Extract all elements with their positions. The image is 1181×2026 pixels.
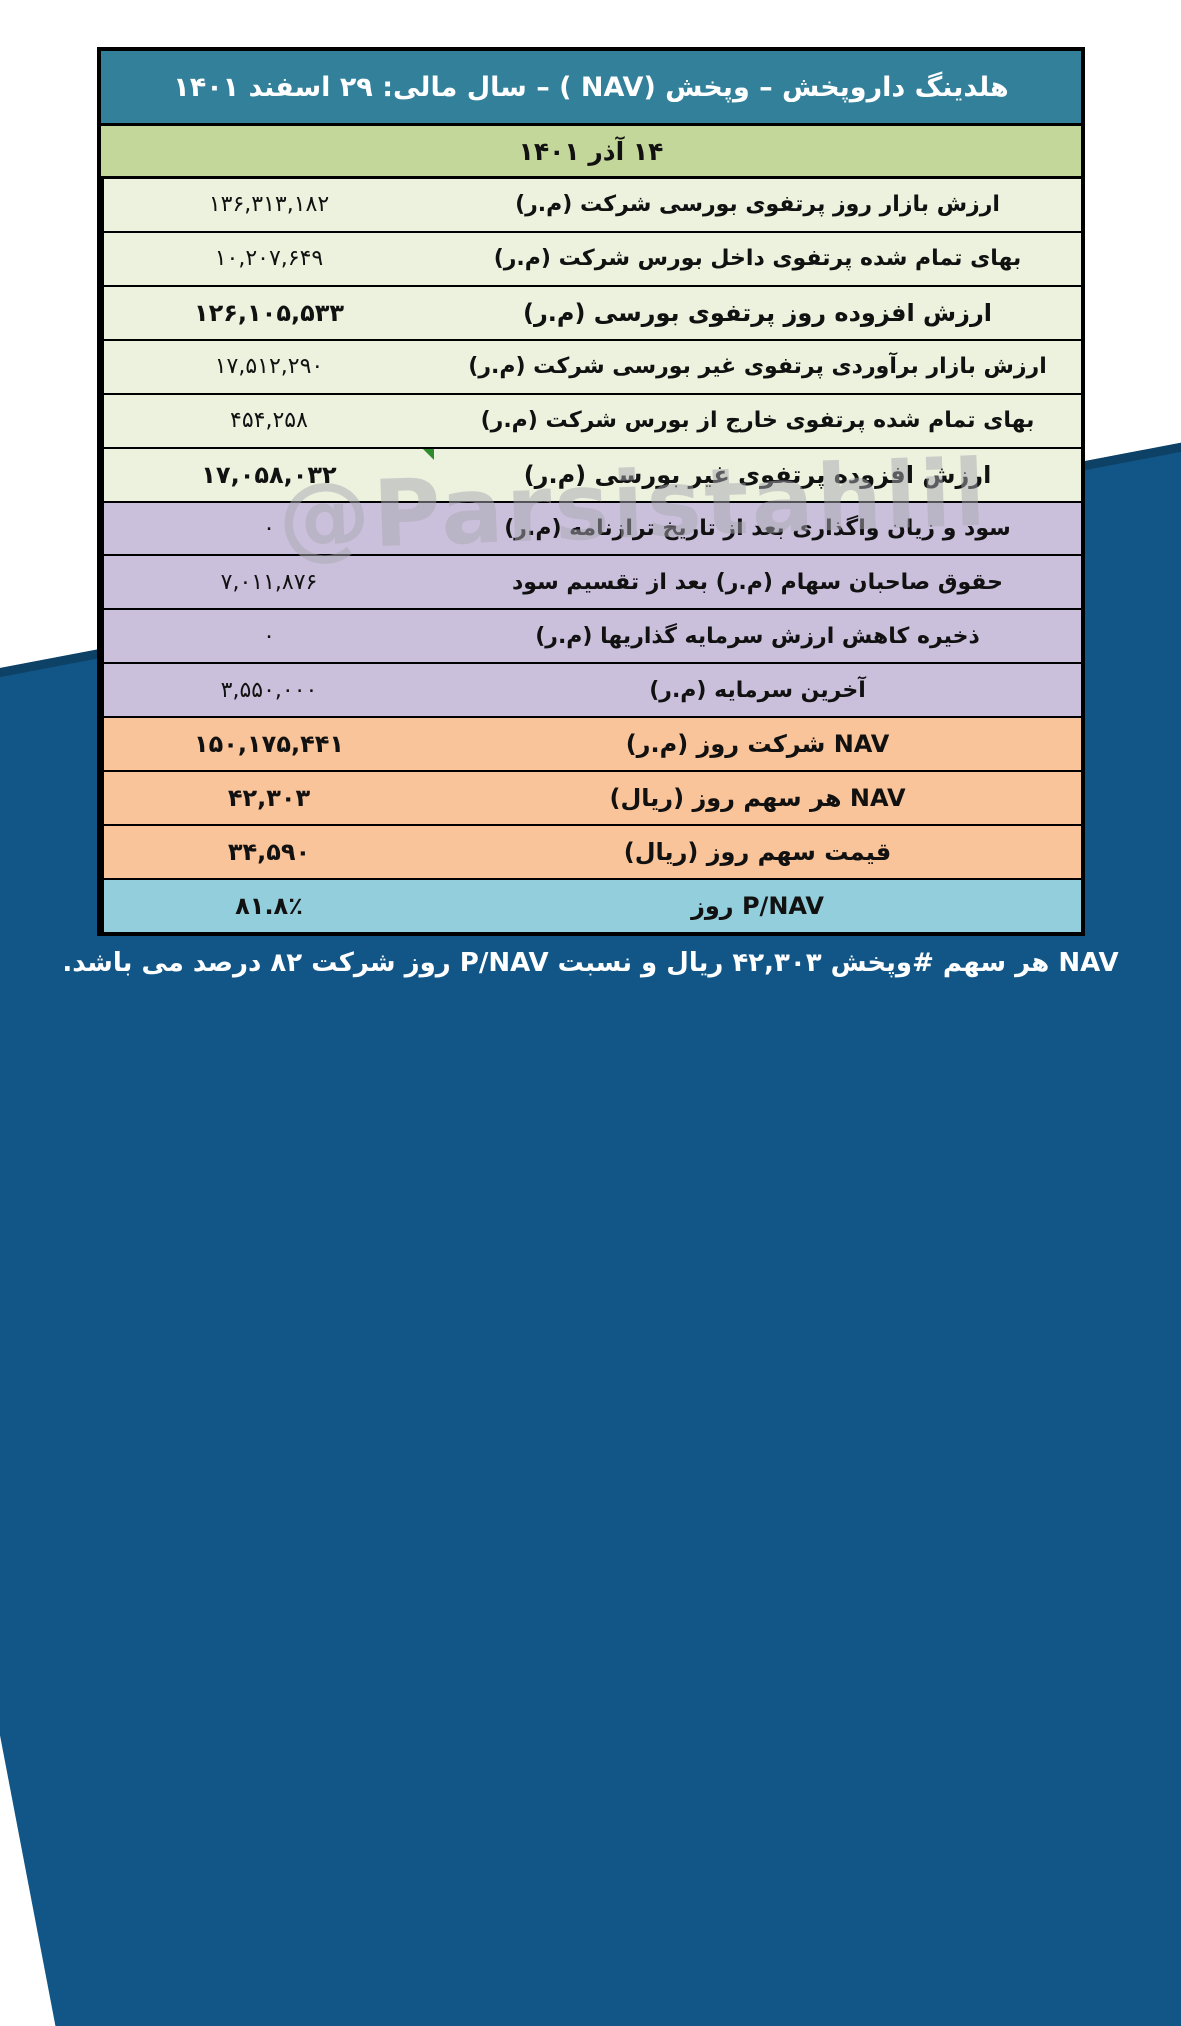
table-row: ارزش افزوده روز پرتفوی بورسی (م.ر) ۱۲۶,۱… (101, 286, 1081, 341)
row-value: ۳,۵۵۰,۰۰۰ (101, 664, 434, 717)
row-value: ۳۴,۵۹۰ (101, 826, 434, 878)
row-value: ۷,۰۱۱,۸۷۶ (101, 556, 434, 609)
row-label: ذخیره کاهش ارزش سرمایه گذاریها (م.ر) (535, 623, 980, 649)
table-row: بهای تمام شده پرتفوی داخل بورس شرکت (م.ر… (101, 232, 1081, 287)
table-title: هلدینگ داروپخش – وپخش (NAV ) – سال مالی:… (101, 51, 1081, 126)
row-label: ارزش افزوده روز پرتفوی بورسی (م.ر) (522, 298, 993, 327)
date-row-text: ۱۴ آذر ۱۴۰۱ (518, 136, 664, 166)
row-label: P/NAV روز (691, 891, 824, 920)
row-value: ۱۷,۵۱۲,۲۹۰ (101, 340, 434, 393)
table-row: قیمت سهم روز (ریال) ۳۴,۵۹۰ (101, 826, 1081, 880)
nav-table: هلدینگ داروپخش – وپخش (NAV ) – سال مالی:… (97, 47, 1085, 936)
table-rows: ارزش بازار روز پرتفوی بورسی شرکت (م.ر) ۱… (101, 179, 1081, 932)
row-value: ۴۲,۳۰۳ (101, 772, 434, 825)
row-label: آخرین سرمایه (م.ر) (649, 677, 866, 703)
row-value: ۸۱.۸٪ (101, 879, 434, 932)
row-value: ۱۰,۲۰۷,۶۴۹ (101, 232, 434, 285)
row-value: ۰ (101, 610, 434, 663)
row-value: ۱۷,۰۵۸,۰۳۲ (101, 448, 434, 501)
footer-note-text: NAV هر سهم #وپخش ۴۲,۳۰۳ ریال و نسبت P/NA… (62, 948, 1119, 978)
footer-note: NAV هر سهم #وپخش ۴۲,۳۰۳ ریال و نسبت P/NA… (0, 948, 1181, 978)
row-label: ارزش افزوده پرتفوی غیر بورسی (م.ر) (523, 460, 992, 489)
row-value: ۱۲۶,۱۰۵,۵۳۳ (101, 286, 434, 339)
table-row: آخرین سرمایه (م.ر) ۳,۵۵۰,۰۰۰ (101, 664, 1081, 719)
date-row: ۱۴ آذر ۱۴۰۱ (101, 126, 1081, 179)
table-row: P/NAV روز ۸۱.۸٪ (101, 879, 1081, 932)
table-row: NAV شرکت روز (م.ر) ۱۵۰,۱۷۵,۴۴۱ (101, 718, 1081, 773)
table-row: NAV هر سهم روز (ریال) ۴۲,۳۰۳ (101, 772, 1081, 827)
row-label: قیمت سهم روز (ریال) (623, 838, 892, 867)
row-label: ارزش بازار روز پرتفوی بورسی شرکت (م.ر) (515, 192, 1000, 218)
row-value: ۱۳۶,۳۱۳,۱۸۲ (101, 179, 434, 231)
table-row: ارزش بازار برآوردی پرتفوی غیر بورسی شرکت… (101, 340, 1081, 395)
row-label: سود و زیان واگذاری بعد از تاریخ ترازنامه… (504, 515, 1011, 541)
row-label: حقوق صاحبان سهام (م.ر) بعد از تقسیم سود (512, 569, 1003, 595)
table-row: سود و زیان واگذاری بعد از تاریخ ترازنامه… (101, 502, 1081, 557)
row-value: ۰ (101, 502, 434, 555)
table-row: بهای تمام شده پرتفوی خارج از بورس شرکت (… (101, 394, 1081, 449)
row-label: بهای تمام شده پرتفوی خارج از بورس شرکت (… (480, 408, 1035, 434)
row-value: ۱۵۰,۱۷۵,۴۴۱ (101, 718, 434, 771)
row-label: ارزش بازار برآوردی پرتفوی غیر بورسی شرکت… (468, 354, 1047, 380)
table-row: ارزش افزوده پرتفوی غیر بورسی (م.ر) ۱۷,۰۵… (101, 448, 1081, 503)
row-label: بهای تمام شده پرتفوی داخل بورس شرکت (م.ر… (493, 246, 1022, 272)
table-row: ذخیره کاهش ارزش سرمایه گذاریها (م.ر) ۰ (101, 610, 1081, 665)
table-row: ارزش بازار روز پرتفوی بورسی شرکت (م.ر) ۱… (101, 179, 1081, 233)
table-title-text: هلدینگ داروپخش – وپخش (NAV ) – سال مالی:… (173, 71, 1009, 103)
row-label: NAV هر سهم روز (ریال) (609, 784, 906, 813)
table-row: حقوق صاحبان سهام (م.ر) بعد از تقسیم سود … (101, 556, 1081, 611)
row-label: NAV شرکت روز (م.ر) (625, 730, 890, 759)
row-value: ۴۵۴,۲۵۸ (101, 394, 434, 447)
